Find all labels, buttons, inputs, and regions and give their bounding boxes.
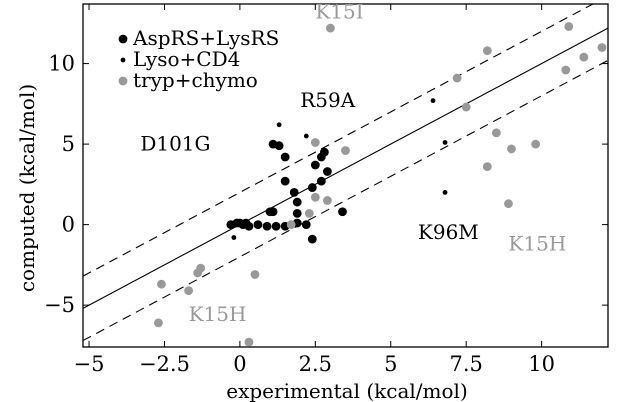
data-point-tryp-chymo <box>597 43 607 52</box>
data-point-lyso-cd4 <box>303 133 309 139</box>
data-point-tryp-chymo <box>507 144 516 154</box>
data-point-tryp-chymo <box>286 220 296 230</box>
data-point-tryp-chymo <box>561 65 571 75</box>
data-point-tryp-chymo <box>452 73 462 83</box>
data-point-tryp-chymo <box>154 318 163 328</box>
data-point-tryp-chymo <box>579 52 589 62</box>
data-point-tryp-chymo <box>326 23 335 33</box>
data-point-asprs-lysrs <box>310 160 320 170</box>
data-point-tryp-chymo <box>157 279 166 289</box>
legend-marker <box>118 76 128 86</box>
data-point-tryp-chymo <box>491 128 501 138</box>
data-point-asprs-lysrs <box>319 147 329 157</box>
data-point-tryp-chymo <box>482 162 492 172</box>
data-point-tryp-chymo <box>244 337 254 347</box>
data-point-lyso-cd4 <box>430 98 436 104</box>
data-point-asprs-lysrs <box>292 208 302 218</box>
data-point-asprs-lysrs <box>301 220 311 230</box>
data-point-asprs-lysrs <box>274 141 284 151</box>
legend-label: tryp+chymo <box>133 68 258 92</box>
data-point-tryp-chymo <box>564 22 574 31</box>
legend-label: Lyso+CD4 <box>133 47 240 71</box>
data-point-tryp-chymo <box>531 139 540 149</box>
point-annotation: K96M <box>418 220 479 244</box>
point-annotation: K15H <box>189 302 247 326</box>
data-point-lyso-cd4 <box>228 220 234 226</box>
y-axis-title: computed (kcal/mol) <box>15 84 39 292</box>
data-point-tryp-chymo <box>504 199 513 209</box>
point-annotation: K15I <box>315 0 363 23</box>
x-tick-label: 2.5 <box>299 352 332 376</box>
data-point-tryp-chymo <box>482 46 492 56</box>
data-point-tryp-chymo <box>304 208 314 218</box>
data-point-tryp-chymo <box>341 146 350 155</box>
point-annotation: D101G <box>140 132 210 156</box>
data-point-asprs-lysrs <box>316 176 326 186</box>
data-point-tryp-chymo <box>250 270 260 279</box>
data-point-tryp-chymo <box>310 192 320 202</box>
data-point-lyso-cd4 <box>442 140 448 145</box>
data-point-lyso-cd4 <box>276 122 282 128</box>
data-point-asprs-lysrs <box>338 207 347 217</box>
plot-content <box>83 4 608 347</box>
point-annotation: K15H <box>508 231 566 255</box>
x-axis-title: experimental (kcal/mol) <box>226 379 468 402</box>
data-point-lyso-cd4 <box>231 235 237 240</box>
data-point-asprs-lysrs <box>262 221 272 231</box>
data-point-asprs-lysrs <box>289 188 299 197</box>
dashed-reference-line <box>83 59 608 342</box>
x-tick-label: 7.5 <box>449 352 482 376</box>
data-point-lyso-cd4 <box>442 190 448 195</box>
plot-area: −5 −2.5 0 2.5 5 7.5 10 −5 0 5 10 K15I R59A D101G K96M K… <box>44 0 609 376</box>
data-point-asprs-lysrs <box>307 234 317 244</box>
data-point-asprs-lysrs <box>322 167 332 176</box>
y-tick-label: 0 <box>62 213 75 237</box>
x-tick-label: 10 <box>528 352 555 376</box>
y-tick-label: 10 <box>48 52 75 76</box>
plot-frame <box>82 3 609 348</box>
data-point-asprs-lysrs <box>271 221 281 231</box>
data-point-tryp-chymo <box>322 196 332 205</box>
data-point-tryp-chymo <box>461 102 471 112</box>
x-tick-label: 5 <box>384 352 397 376</box>
data-point-asprs-lysrs <box>280 176 290 186</box>
data-point-asprs-lysrs <box>244 221 254 231</box>
point-annotation: R59A <box>300 88 356 112</box>
legend-label: AspRS+LysRS <box>132 26 279 50</box>
legend-marker <box>120 57 126 63</box>
data-point-asprs-lysrs <box>253 220 263 230</box>
x-tick-label: −5 <box>74 352 105 376</box>
legend-marker <box>118 34 128 44</box>
x-tick-label: 0 <box>233 352 246 376</box>
data-point-tryp-chymo <box>196 263 206 273</box>
data-point-asprs-lysrs <box>268 207 278 217</box>
data-point-asprs-lysrs <box>280 152 290 162</box>
data-point-asprs-lysrs <box>292 197 302 207</box>
identity-line <box>83 27 608 309</box>
data-point-asprs-lysrs <box>307 183 317 192</box>
y-tick-label: −5 <box>44 293 75 317</box>
data-point-tryp-chymo <box>310 138 320 147</box>
data-point-tryp-chymo <box>184 286 194 296</box>
x-tick-label: −2.5 <box>139 352 190 376</box>
y-tick-label: 5 <box>62 132 75 156</box>
dashed-reference-line <box>83 4 595 277</box>
